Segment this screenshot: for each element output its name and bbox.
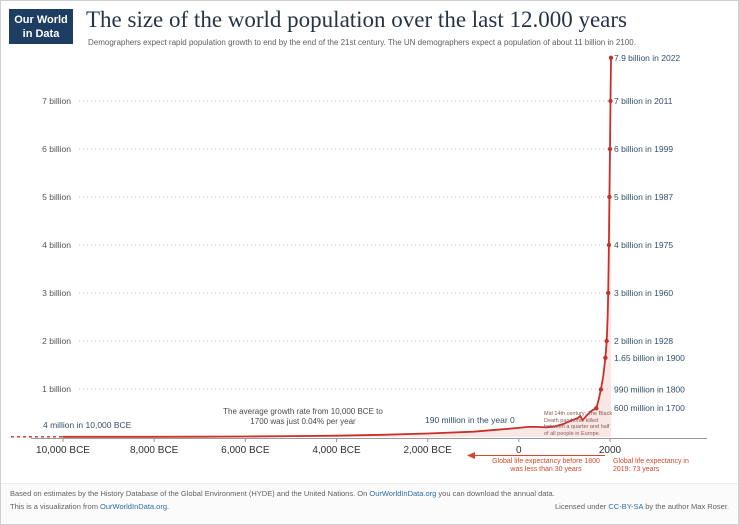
footer: Based on estimates by the History Databa…: [1, 483, 738, 524]
license-link[interactable]: CC-BY-SA: [608, 502, 644, 511]
milestone-dot: [607, 146, 613, 152]
milestone-dot: [594, 406, 599, 411]
milestone-dot: [607, 194, 612, 200]
annotation-year-zero: 190 million in the year 0: [425, 415, 515, 425]
page-title: The size of the world population over th…: [86, 7, 627, 32]
milestone-label: 7.9 billion in 2022: [614, 53, 680, 63]
x-axis-label: 2,000 BCE: [403, 445, 452, 456]
footer-attribution-text-after: you can download the annual data.: [436, 489, 555, 498]
annotation-black-death: Mid 14th century: The Black Death pandem…: [544, 411, 613, 437]
y-axis-label: 5 billion: [42, 192, 71, 202]
x-axis-label: 0: [516, 445, 522, 456]
owid-logo-line1: Our World: [14, 14, 68, 26]
milestone-label: 7 billion in 2011: [614, 96, 673, 106]
footer-license-text: Licensed under: [554, 502, 609, 511]
annotation-life-expectancy-before-1800: Global life expectancy before 1800 was l…: [492, 458, 600, 474]
milestone-dot: [604, 338, 609, 344]
annotation-growth-rate: The average growth rate from 10,000 BCE …: [223, 407, 383, 426]
milestone-dot: [608, 98, 613, 104]
y-axis-label: 4 billion: [42, 240, 71, 250]
owid-logo: Our World in Data: [9, 9, 73, 44]
footer-attribution-text: Based on estimates by the History Databa…: [10, 489, 370, 498]
life-expectancy-arrow-head: [467, 452, 475, 459]
milestone-dot: [603, 355, 608, 360]
x-axis-label: 6,000 BCE: [221, 445, 270, 456]
y-axis-label: 3 billion: [42, 288, 71, 298]
y-axis-label: 1 billion: [42, 384, 71, 394]
annotation-life-expectancy-2019: Global life expectancy in 2019: 73 years: [613, 458, 689, 474]
milestone-label: 5 billion in 1987: [614, 192, 673, 202]
milestone-label: 600 million in 1700: [614, 403, 685, 413]
milestone-label: 990 million in 1800: [614, 385, 685, 395]
milestone-label: 3 billion in 1960: [614, 288, 673, 298]
milestone-label: 2 billion in 1928: [614, 336, 673, 346]
annotation-4-million: 4 million in 10,000 BCE: [43, 420, 132, 430]
footer-visualization-text-after: .: [167, 502, 170, 511]
x-axis-label: 4,000 BCE: [312, 445, 361, 456]
owid-link[interactable]: OurWorldInData.org: [369, 489, 437, 498]
x-axis-label: 8,000 BCE: [130, 445, 179, 456]
footer-license-text-after: by the author Max Roser.: [643, 502, 729, 511]
y-axis-label: 7 billion: [42, 96, 71, 106]
footer-visualization-line: This is a visualization from OurWorldInD…: [10, 502, 169, 511]
milestone-dot: [606, 290, 611, 296]
x-axis-label: 10,000 BCE: [36, 445, 90, 456]
footer-visualization-text: This is a visualization from: [10, 502, 101, 511]
y-axis-label: 6 billion: [42, 144, 71, 154]
footer-attribution-line: Based on estimates by the History Databa…: [10, 489, 729, 498]
y-axis-label: 2 billion: [42, 336, 71, 346]
x-axis-label: 2000: [599, 445, 622, 456]
milestone-dot: [598, 387, 604, 392]
population-area: [63, 57, 611, 438]
milestone-label: 4 billion in 1975: [614, 240, 673, 250]
footer-license-line: Licensed under CC-BY-SA by the author Ma…: [555, 502, 729, 511]
milestone-dot: [608, 55, 614, 60]
milestone-dot: [606, 242, 612, 248]
page-subtitle: Demographers expect rapid population gro…: [88, 38, 636, 47]
population-line: [62, 56, 612, 438]
milestone-label: 1.65 billion in 1900: [614, 353, 685, 363]
owid-link-2[interactable]: OurWorldInData.org: [100, 502, 168, 511]
milestone-label: 6 billion in 1999: [614, 144, 673, 154]
owid-logo-line2: in Data: [22, 28, 60, 40]
